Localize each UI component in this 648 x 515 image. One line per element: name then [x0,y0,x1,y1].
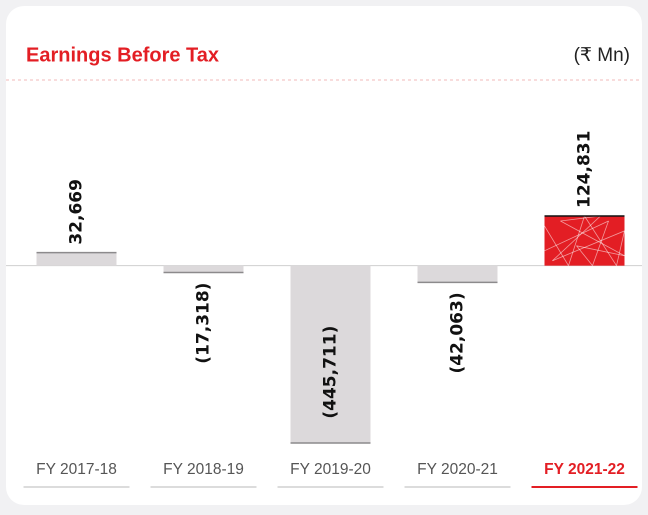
x-tick-label: FY 2018-19 [163,461,244,478]
pattern-line [552,216,601,261]
value-label: (42,063) [448,292,468,373]
chart-title: Earnings Before Tax [26,44,219,66]
x-tick-label: FY 2021-22 [544,461,625,478]
pattern-line [552,230,625,262]
value-label: (17,318) [194,283,214,364]
pattern-line [544,225,569,266]
bar [417,265,498,283]
value-label: 32,669 [67,179,87,245]
pattern-line [576,245,593,266]
bar [544,216,625,266]
pattern-line [616,230,625,266]
pattern-line [576,245,625,257]
bar-pattern [544,216,625,266]
card [6,6,642,505]
x-tick-label: FY 2020-21 [417,461,498,478]
pattern-line [560,220,625,257]
pattern-line [544,220,609,252]
bar [36,252,117,266]
x-tick-label: FY 2019-20 [290,461,371,478]
unit-label: (₹ Mn) [574,45,630,66]
bar [290,265,371,443]
x-tick-label: FY 2017-18 [36,461,117,478]
pattern-line [560,216,601,222]
value-label: (445,711) [321,326,341,419]
bar [163,265,244,273]
pattern-line [568,216,585,266]
value-label: 124,831 [575,131,595,208]
pattern-line [592,220,609,266]
